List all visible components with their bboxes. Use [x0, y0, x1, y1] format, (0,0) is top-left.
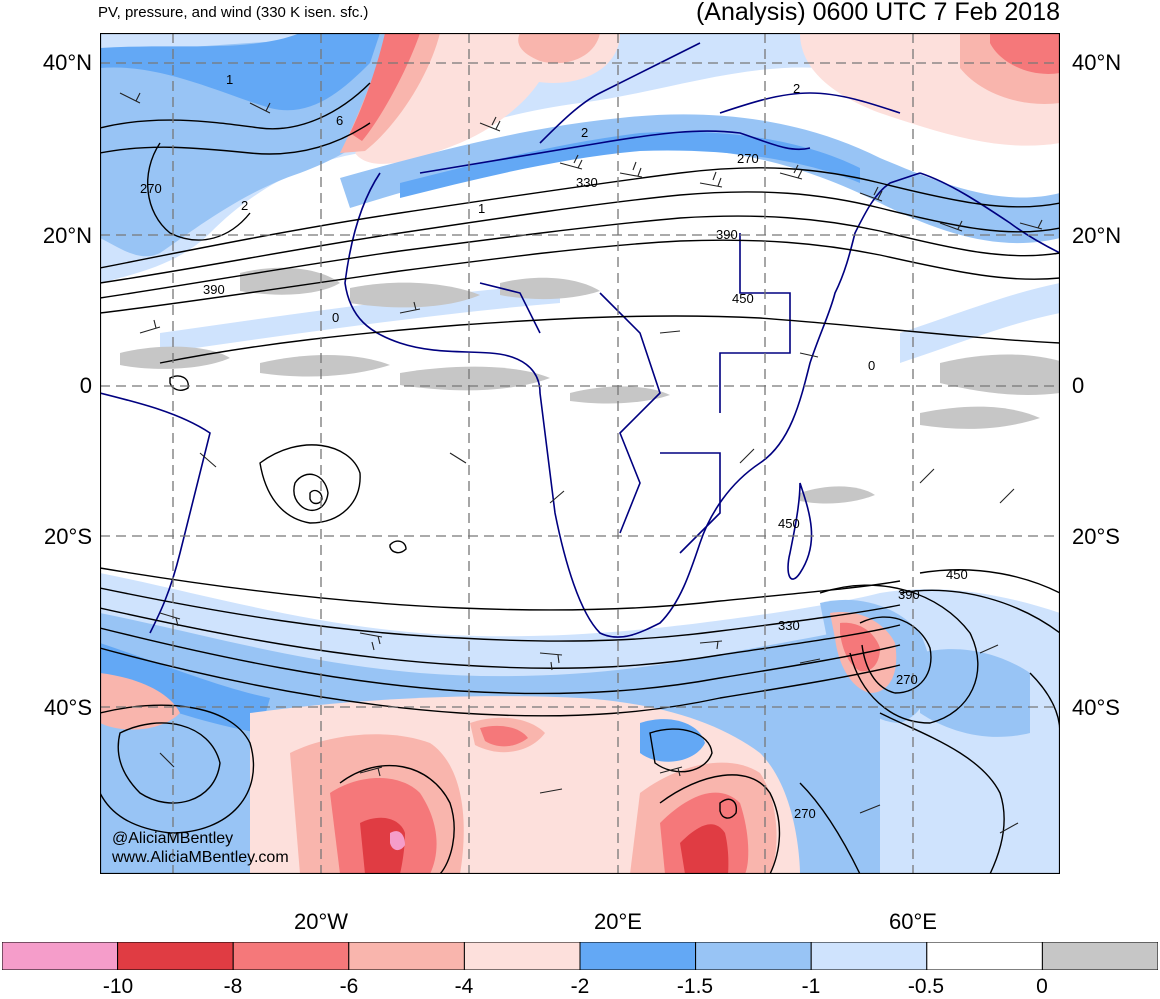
contour-label: 270 — [737, 151, 759, 166]
colorbar-label: -4 — [454, 975, 474, 998]
colorbar-box — [117, 942, 234, 970]
contour-label: 2 — [581, 125, 588, 140]
colorbar-label: -0.5 — [907, 975, 945, 998]
lat-label-40n-right: 40°N — [1072, 50, 1122, 75]
colorbar-label: -10 — [102, 975, 134, 998]
colorbar-label: -1 — [801, 975, 821, 998]
contours — [100, 82, 1060, 874]
colorbar — [2, 942, 1158, 970]
map-frame — [100, 33, 1060, 874]
colorbar-box — [810, 942, 928, 970]
lat-label-20n-right: 20°N — [1072, 223, 1122, 248]
contour-label: 390 — [203, 282, 225, 297]
credit-url: www.AliciaMBentley.com — [112, 849, 289, 866]
lat-label-40s-left: 40°S — [44, 695, 92, 720]
colorbar-box — [1041, 942, 1158, 970]
contour-label: 450 — [732, 291, 754, 306]
colorbar-label: -8 — [223, 975, 243, 998]
pv-shading-south — [100, 573, 1060, 874]
contour-label: 270 — [794, 806, 816, 821]
map-title: (Analysis) 0600 UTC 7 Feb 2018 — [695, 0, 1060, 26]
lat-label-20n-left: 20°N — [42, 223, 92, 248]
contour-label: 330 — [576, 175, 598, 190]
colorbar-box — [2, 942, 119, 970]
contour-label: 2 — [793, 81, 800, 96]
contour-label: 270 — [896, 672, 918, 687]
pv-shading-gray — [120, 267, 1060, 504]
lon-label-20w: 20°W — [293, 909, 349, 934]
contour-label: 330 — [778, 618, 800, 633]
lat-label-40n-left: 40°N — [42, 50, 92, 75]
lat-label-20s-left: 20°S — [44, 524, 92, 549]
lat-label-40s-right: 40°S — [1072, 695, 1120, 720]
colorbar-box — [695, 942, 812, 970]
contour-label: 1 — [478, 201, 485, 216]
contour-label: 450 — [946, 567, 968, 582]
colorbar-box — [463, 942, 581, 970]
contour-label: 0 — [868, 358, 875, 373]
colorbar-label: -6 — [339, 975, 359, 998]
contour-labels: 1 6 2 270 2 2 330 1 270 390 390 0 450 0 … — [140, 72, 968, 821]
graticule — [100, 33, 1060, 874]
map-svg: 1 6 2 270 2 2 330 1 270 390 390 0 450 0 … — [100, 33, 1060, 874]
lat-label-eq-right: 0 — [1072, 373, 1085, 398]
colorbar-label: 0 — [1036, 975, 1048, 998]
lat-label-eq-left: 0 — [79, 373, 92, 398]
colorbar-box — [579, 942, 697, 970]
lon-label-60e: 60°E — [889, 909, 937, 934]
colorbar-box — [232, 942, 350, 970]
colorbar-label: -2 — [570, 975, 590, 998]
credit-handle: @AliciaMBentley — [112, 830, 234, 847]
wind-barbs — [119, 92, 1043, 834]
contour-label: 0 — [332, 310, 339, 325]
contour-label: 270 — [140, 181, 162, 196]
colorbar-box — [926, 942, 1043, 970]
colorbar-box — [348, 942, 465, 970]
map-subtitle: PV, pressure, and wind (330 K isen. sfc.… — [98, 4, 369, 21]
lon-label-20e: 20°E — [594, 909, 642, 934]
colorbar-label: -1.5 — [676, 975, 714, 998]
contour-label: 1 — [226, 72, 233, 87]
contour-label: 450 — [778, 516, 800, 531]
map-panel: 1 6 2 270 2 2 330 1 270 390 390 0 450 0 … — [100, 33, 1060, 874]
contour-label: 2 — [241, 198, 248, 213]
contour-label: 390 — [716, 227, 738, 242]
contour-label: 6 — [336, 113, 343, 128]
contour-label: 390 — [898, 587, 920, 602]
lat-label-20s-right: 20°S — [1072, 524, 1120, 549]
coastlines — [100, 42, 1060, 638]
